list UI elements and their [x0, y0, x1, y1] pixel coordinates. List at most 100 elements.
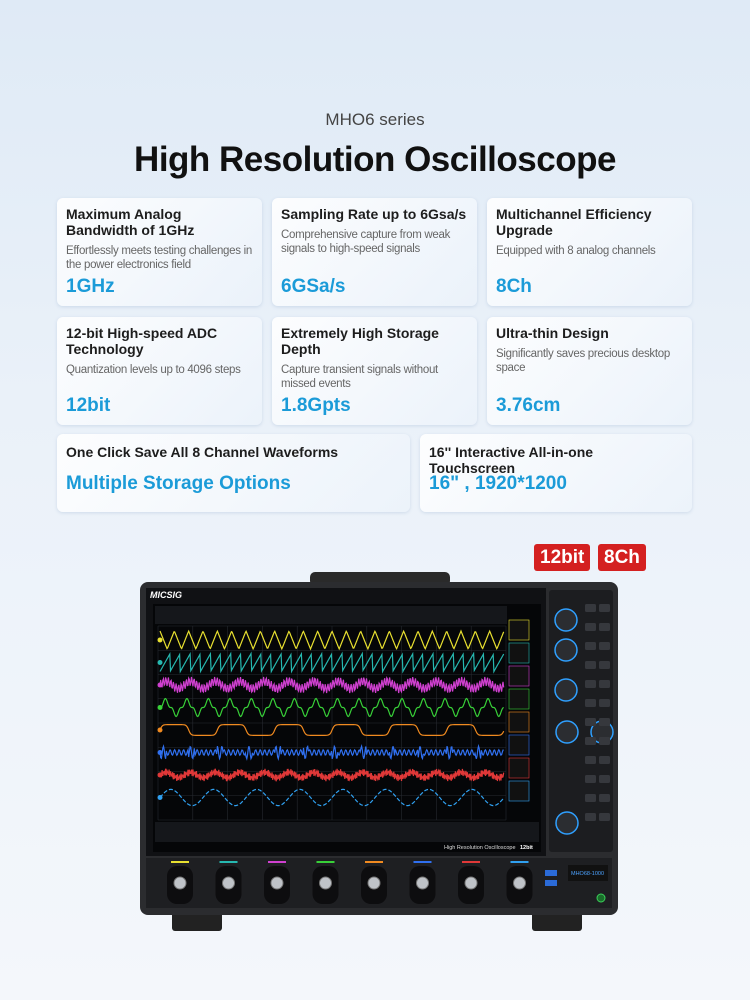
button	[585, 623, 596, 631]
button	[599, 642, 610, 650]
channel-label	[508, 665, 530, 687]
subtitle: MHO6 series	[325, 110, 425, 129]
feature-description: Capture transient signals without missed…	[281, 364, 438, 390]
button	[585, 794, 596, 802]
feature-value: 3.76cm	[496, 395, 561, 416]
button	[599, 813, 610, 821]
feature-card: Extremely High Storage Depth Capture tran…	[272, 317, 477, 425]
channel-marker	[157, 727, 163, 733]
waveform	[159, 768, 505, 782]
feature-description: Equipped with 8 analog channels	[496, 245, 656, 257]
channel-marker	[157, 660, 163, 665]
channel-marker	[157, 795, 163, 800]
feature-value: Multiple Storage Options	[66, 473, 291, 494]
knob	[555, 720, 579, 744]
waveform	[159, 629, 505, 651]
screen-badge: 12bit	[520, 845, 533, 851]
button	[585, 642, 596, 650]
button	[585, 756, 596, 764]
waveform	[159, 697, 504, 718]
brand: MICSIG	[150, 590, 182, 600]
feature-title: Sampling Rate up to 6Gsa/s	[281, 206, 467, 222]
bnc-connector	[319, 876, 332, 890]
feature-title: Maximum Analog Bandwidth of 1GHz	[66, 206, 195, 238]
feature-value: 16" , 1920*1200	[429, 473, 567, 494]
knob	[555, 811, 579, 835]
feature-card: Multichannel Efficiency Upgrade Equipped …	[487, 198, 692, 306]
feature-title: Ultra-thin Design	[496, 325, 609, 341]
channel-label	[508, 734, 530, 756]
bottom-bar	[155, 822, 539, 842]
feature-card: Ultra-thin Design Significantly saves pre…	[487, 317, 692, 425]
feature-value: 1GHz	[66, 276, 115, 297]
button	[599, 623, 610, 631]
model-plate	[568, 865, 608, 881]
bnc-connector	[464, 876, 478, 890]
channel-label	[508, 711, 530, 733]
channel-strip	[268, 861, 286, 863]
screen-caption: High Resolution Oscilloscope	[444, 845, 516, 851]
toolbar	[155, 606, 507, 624]
usb-port	[545, 870, 557, 876]
feature-card: 12-bit High-speed ADC Technology Quantiza…	[57, 317, 262, 425]
channel-strip	[413, 861, 432, 863]
channel-marker	[157, 637, 163, 643]
feature-card: Sampling Rate up to 6Gsa/s Comprehensive …	[272, 198, 477, 306]
waveform	[159, 724, 505, 736]
button	[585, 661, 596, 669]
button	[585, 699, 596, 707]
channel-marker	[157, 750, 163, 755]
bnc-connector	[222, 876, 235, 890]
waveform	[159, 743, 504, 761]
feature-title: 12-bit High-speed ADC Technology	[66, 325, 218, 357]
screen	[153, 604, 541, 852]
feature-title: Extremely High Storage Depth	[281, 325, 439, 357]
feature-value: 12bit	[66, 395, 111, 416]
channel-strip	[365, 861, 383, 863]
knob	[554, 638, 578, 662]
feature-description: Effortlessly meets testing challenges in…	[66, 245, 252, 271]
badge: 8Ch	[598, 544, 646, 571]
channel-marker	[157, 772, 163, 778]
feature-card: One Click Save All 8 Channel Waveforms Mu…	[57, 434, 410, 512]
bnc-connector	[367, 876, 381, 890]
feature-card: 16'' Interactive All-in-one Touchscreen 1…	[420, 434, 692, 512]
feature-card: Maximum Analog Bandwidth of 1GHz Effortle…	[57, 198, 262, 306]
waveform	[159, 676, 505, 695]
badge: 12bit	[534, 544, 591, 571]
channel-label	[508, 619, 530, 641]
button	[599, 737, 610, 745]
feature-description: Comprehensive capture from weak signals …	[281, 229, 451, 255]
usb-port	[545, 880, 557, 886]
channel-strip	[316, 861, 335, 863]
channel-label	[508, 642, 530, 664]
feature-title: Multichannel Efficiency Upgrade	[496, 206, 652, 238]
bnc-connector	[270, 876, 284, 890]
waveform	[159, 651, 505, 674]
channel-marker	[157, 705, 163, 710]
channel-strip	[171, 861, 189, 863]
button	[599, 794, 610, 802]
feature-description: Significantly saves precious desktop spa…	[496, 348, 670, 374]
feature-value: 6GSa/s	[281, 276, 346, 297]
button	[599, 775, 610, 783]
bnc-connector	[416, 876, 429, 890]
button	[599, 661, 610, 669]
feature-value: 8Ch	[496, 276, 532, 297]
bnc-connector	[513, 876, 526, 890]
channel-strip	[462, 861, 480, 863]
knob	[554, 608, 578, 632]
button	[585, 737, 596, 745]
channel-marker	[157, 682, 163, 688]
button	[599, 718, 610, 726]
feature-title: 16'' Interactive All-in-one Touchscreen	[429, 444, 594, 476]
power-button	[596, 893, 606, 903]
channel-label	[508, 688, 530, 710]
feature-title: One Click Save All 8 Channel Waveforms	[66, 444, 339, 460]
waveform	[159, 788, 505, 807]
button	[599, 699, 610, 707]
button	[585, 775, 596, 783]
feature-description: Quantization levels up to 4096 steps	[66, 364, 241, 376]
